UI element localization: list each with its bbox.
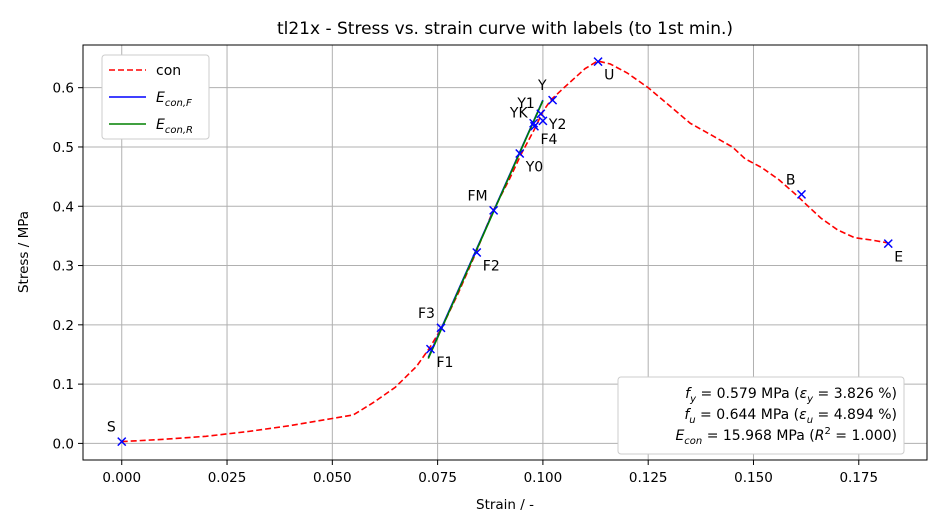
stats-line: fu = 0.644 MPa (εu = 4.894 %) — [684, 407, 897, 426]
y-tick-label: 0.5 — [53, 140, 74, 156]
legend-frame — [101, 54, 210, 140]
y-tick-label: 0.4 — [53, 199, 74, 215]
point-label-b: B — [786, 172, 796, 188]
legend-label: Econ,F — [156, 90, 192, 109]
point-label-e: E — [894, 250, 903, 266]
chart-title: tl21x - Stress vs. strain curve with lab… — [277, 19, 733, 39]
axis-ticks: 0.000 0.025 0.050 0.075 0.100 0.125 0.150 0.175… — [53, 81, 879, 486]
x-tick-label: 0.075 — [418, 470, 457, 486]
stats-line: fy = 0.579 MPa (εy = 3.826 %) — [685, 386, 897, 405]
legend-label: Econ,R — [156, 117, 193, 136]
x-tick-label: 0.150 — [734, 470, 773, 486]
marker-y — [548, 95, 558, 105]
y-tick-label: 0.3 — [53, 259, 74, 275]
point-label-y2: Y2 — [548, 117, 566, 133]
x-tick-label: 0.025 — [208, 470, 247, 486]
series-line-e-con-r — [427, 100, 544, 359]
y-axis-label: Stress / MPa — [16, 211, 32, 293]
marker-s — [117, 437, 127, 447]
x-tick-label: 0.050 — [313, 470, 352, 486]
point-label-y: Y — [537, 78, 547, 94]
x-tick-label: 0.125 — [629, 470, 668, 486]
marker-f1 — [425, 344, 435, 354]
marker-y2 — [538, 116, 548, 126]
x-tick-label: 0.000 — [102, 470, 141, 486]
marker-f3 — [436, 323, 446, 333]
legend: con Econ,F Econ,R — [101, 54, 210, 140]
marker-f4 — [529, 121, 540, 131]
point-label-f2: F2 — [483, 259, 500, 275]
point-label-f4: F4 — [540, 132, 557, 148]
y-tick-label: 0.1 — [53, 377, 74, 393]
point-label-f3: F3 — [418, 306, 435, 322]
point-label-y1: Y1 — [516, 96, 534, 112]
marker-fm — [489, 205, 499, 215]
marker-b — [796, 189, 807, 199]
y-tick-label: 0.2 — [53, 318, 74, 334]
marker-y1 — [536, 109, 546, 119]
point-label-y0: Y0 — [525, 159, 543, 175]
marker-y0 — [515, 148, 525, 159]
point-label-fm: FM — [467, 188, 487, 204]
legend-label: con — [156, 63, 181, 79]
stats-line: Econ = 15.968 MPa (R2 = 1.000) — [675, 426, 897, 447]
point-label-u: U — [604, 68, 614, 84]
y-tick-label: 0.0 — [53, 436, 74, 452]
point-label-f1: F1 — [436, 355, 453, 371]
x-tick-label: 0.175 — [839, 470, 878, 486]
point-label-s: S — [107, 420, 116, 436]
x-tick-label: 0.100 — [524, 470, 563, 486]
marker-u — [593, 57, 603, 67]
series-line-con — [121, 60, 889, 443]
y-tick-label: 0.6 — [53, 81, 74, 97]
point-label-yk: YK — [509, 105, 529, 121]
series-lines — [121, 60, 889, 443]
marker-yk — [529, 118, 539, 128]
plot-frame — [82, 44, 928, 461]
x-axis-label: Strain / - — [476, 497, 534, 513]
stats-box: fy = 0.579 MPa (εy = 3.826 %) fu = 0.644 … — [617, 376, 905, 455]
stats-frame — [617, 376, 905, 455]
marker-f2 — [472, 247, 482, 258]
marker-e — [883, 239, 893, 249]
